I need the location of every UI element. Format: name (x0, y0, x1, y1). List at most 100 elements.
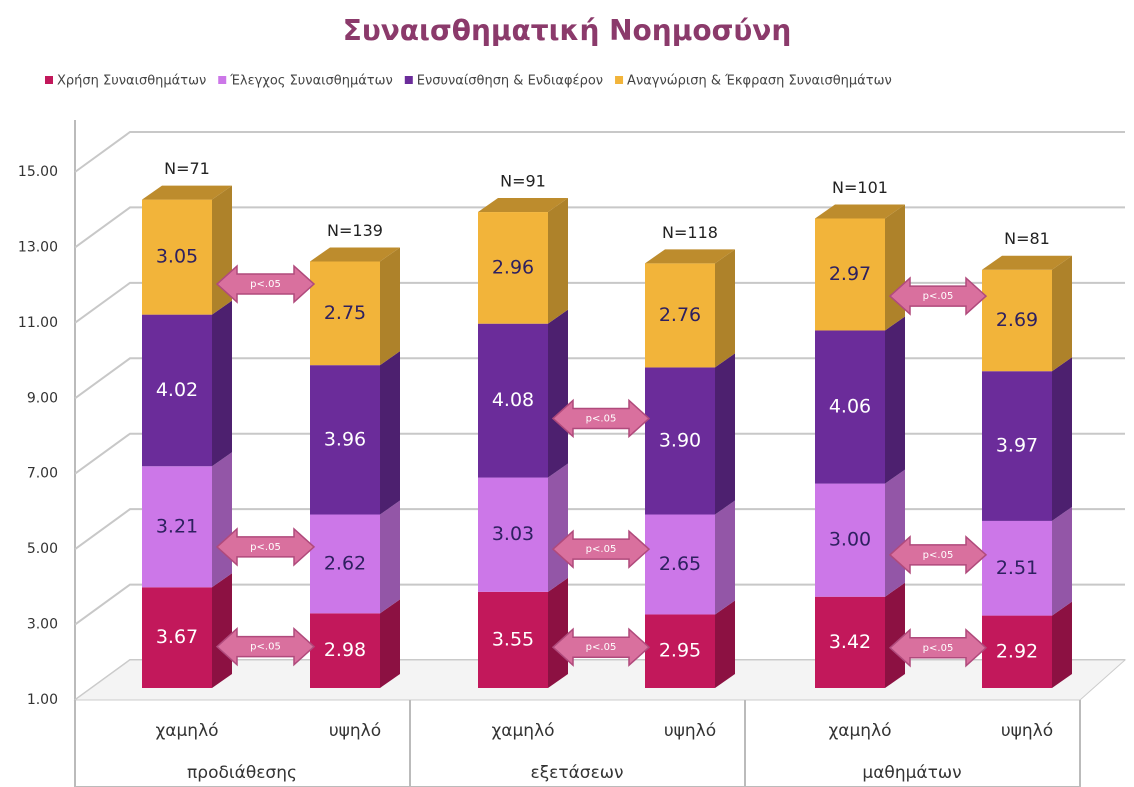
bar (478, 323, 548, 478)
x-tick-label: χαμηλό (491, 721, 554, 741)
arrow-shape (888, 628, 988, 668)
bar-top (478, 198, 568, 213)
arrow-shape (888, 276, 988, 316)
bar-side (548, 577, 568, 688)
bar-side (715, 500, 735, 615)
arrow-label: p<.05 (586, 413, 617, 424)
significance-arrow: p<.05 (551, 529, 651, 569)
value-label: 3.97 (996, 435, 1038, 457)
group-label: μαθημάτων (862, 763, 961, 783)
arrow-label: p<.05 (586, 642, 617, 653)
significance-arrow: p<.05 (888, 276, 988, 316)
grid-line (74, 281, 1125, 324)
arrow-label: p<.05 (250, 642, 281, 653)
bar (982, 520, 1052, 616)
grid-line (74, 206, 1125, 249)
group-label: προδιάθεσης (187, 763, 297, 783)
value-label: 2.98 (324, 639, 366, 661)
y-tick-label: 9.00 (27, 390, 58, 406)
bar-top (815, 204, 905, 219)
bar-side (380, 500, 400, 614)
value-label: 3.96 (324, 428, 366, 450)
bar-side (1052, 506, 1072, 616)
significance-arrow: p<.05 (215, 527, 316, 567)
legend-label: Χρήση Συναισθημάτων (57, 74, 206, 89)
bar-top (142, 185, 232, 200)
bar-side (1052, 357, 1072, 521)
value-label: 3.67 (156, 626, 198, 648)
bar (310, 261, 380, 366)
value-label: 3.55 (492, 628, 534, 650)
bar-side (548, 198, 568, 324)
n-label: N=139 (327, 221, 383, 240)
n-label: N=71 (164, 159, 210, 178)
bar (142, 314, 212, 467)
value-label: 4.06 (829, 396, 871, 418)
bar-side (212, 300, 232, 467)
value-label: 3.05 (156, 246, 198, 268)
value-label: 3.03 (492, 523, 534, 545)
value-label: 3.90 (659, 429, 701, 451)
chart-title: Συναισθηματική Νοημοσύνη (343, 14, 792, 47)
significance-arrow: p<.05 (551, 627, 651, 667)
y-tick-label: 15.00 (18, 164, 58, 180)
bar-side (548, 463, 568, 592)
bar (142, 199, 212, 315)
bar-top (310, 247, 400, 262)
arrow-shape (888, 535, 988, 575)
legend-label: Αναγνώριση & Έκφραση Συναισθημάτων (627, 74, 892, 89)
bar (142, 466, 212, 588)
x-tick-label: χαμηλό (828, 721, 891, 741)
value-label: 2.51 (996, 557, 1038, 579)
bar-side (885, 469, 905, 597)
bar (478, 477, 548, 592)
n-label: N=81 (1004, 229, 1050, 248)
x-tick-label: υψηλό (664, 721, 716, 741)
bar-side (380, 599, 400, 688)
n-label: N=91 (500, 172, 546, 191)
bar (982, 371, 1052, 521)
arrow-shape (551, 529, 651, 569)
bar (815, 483, 885, 597)
arrow-shape (551, 398, 651, 439)
y-tick-label: 7.00 (27, 466, 58, 482)
bar (310, 365, 380, 515)
bar-side (885, 582, 905, 688)
value-label: 2.65 (659, 553, 701, 575)
bar (478, 212, 548, 324)
significance-arrow: p<.05 (888, 535, 988, 575)
bar (645, 263, 715, 368)
arrow-shape (215, 626, 316, 667)
value-label: 2.95 (659, 640, 701, 662)
legend-label: Ενσυναίσθηση & Ενδιαφέρον (417, 74, 603, 89)
bar (645, 514, 715, 615)
x-tick-label: υψηλό (1001, 721, 1053, 741)
bar-side (715, 249, 735, 368)
bar-side (380, 351, 400, 515)
bar-side (885, 204, 905, 331)
y-tick-label: 3.00 (27, 617, 58, 633)
bar (982, 615, 1052, 688)
bar (310, 613, 380, 688)
bar-top (645, 249, 735, 264)
n-label: N=101 (832, 178, 888, 197)
arrow-label: p<.05 (250, 542, 281, 553)
arrow-label: p<.05 (923, 643, 954, 654)
category-box (74, 700, 1081, 787)
value-label: 3.00 (829, 529, 871, 551)
group-label: εξετάσεων (531, 763, 624, 783)
bar-side (715, 353, 735, 515)
value-label: 4.08 (492, 389, 534, 411)
legend-swatch (404, 76, 413, 84)
bar-side (1052, 255, 1072, 372)
grid-line (74, 508, 1125, 550)
significance-arrow: p<.05 (551, 398, 651, 439)
value-label: 3.21 (156, 515, 198, 537)
arrow-label: p<.05 (923, 291, 954, 302)
y-tick-label: 5.00 (27, 541, 58, 557)
grid-line (74, 131, 1125, 173)
bar (478, 591, 548, 688)
arrow-label: p<.05 (586, 544, 617, 555)
bar (645, 614, 715, 688)
